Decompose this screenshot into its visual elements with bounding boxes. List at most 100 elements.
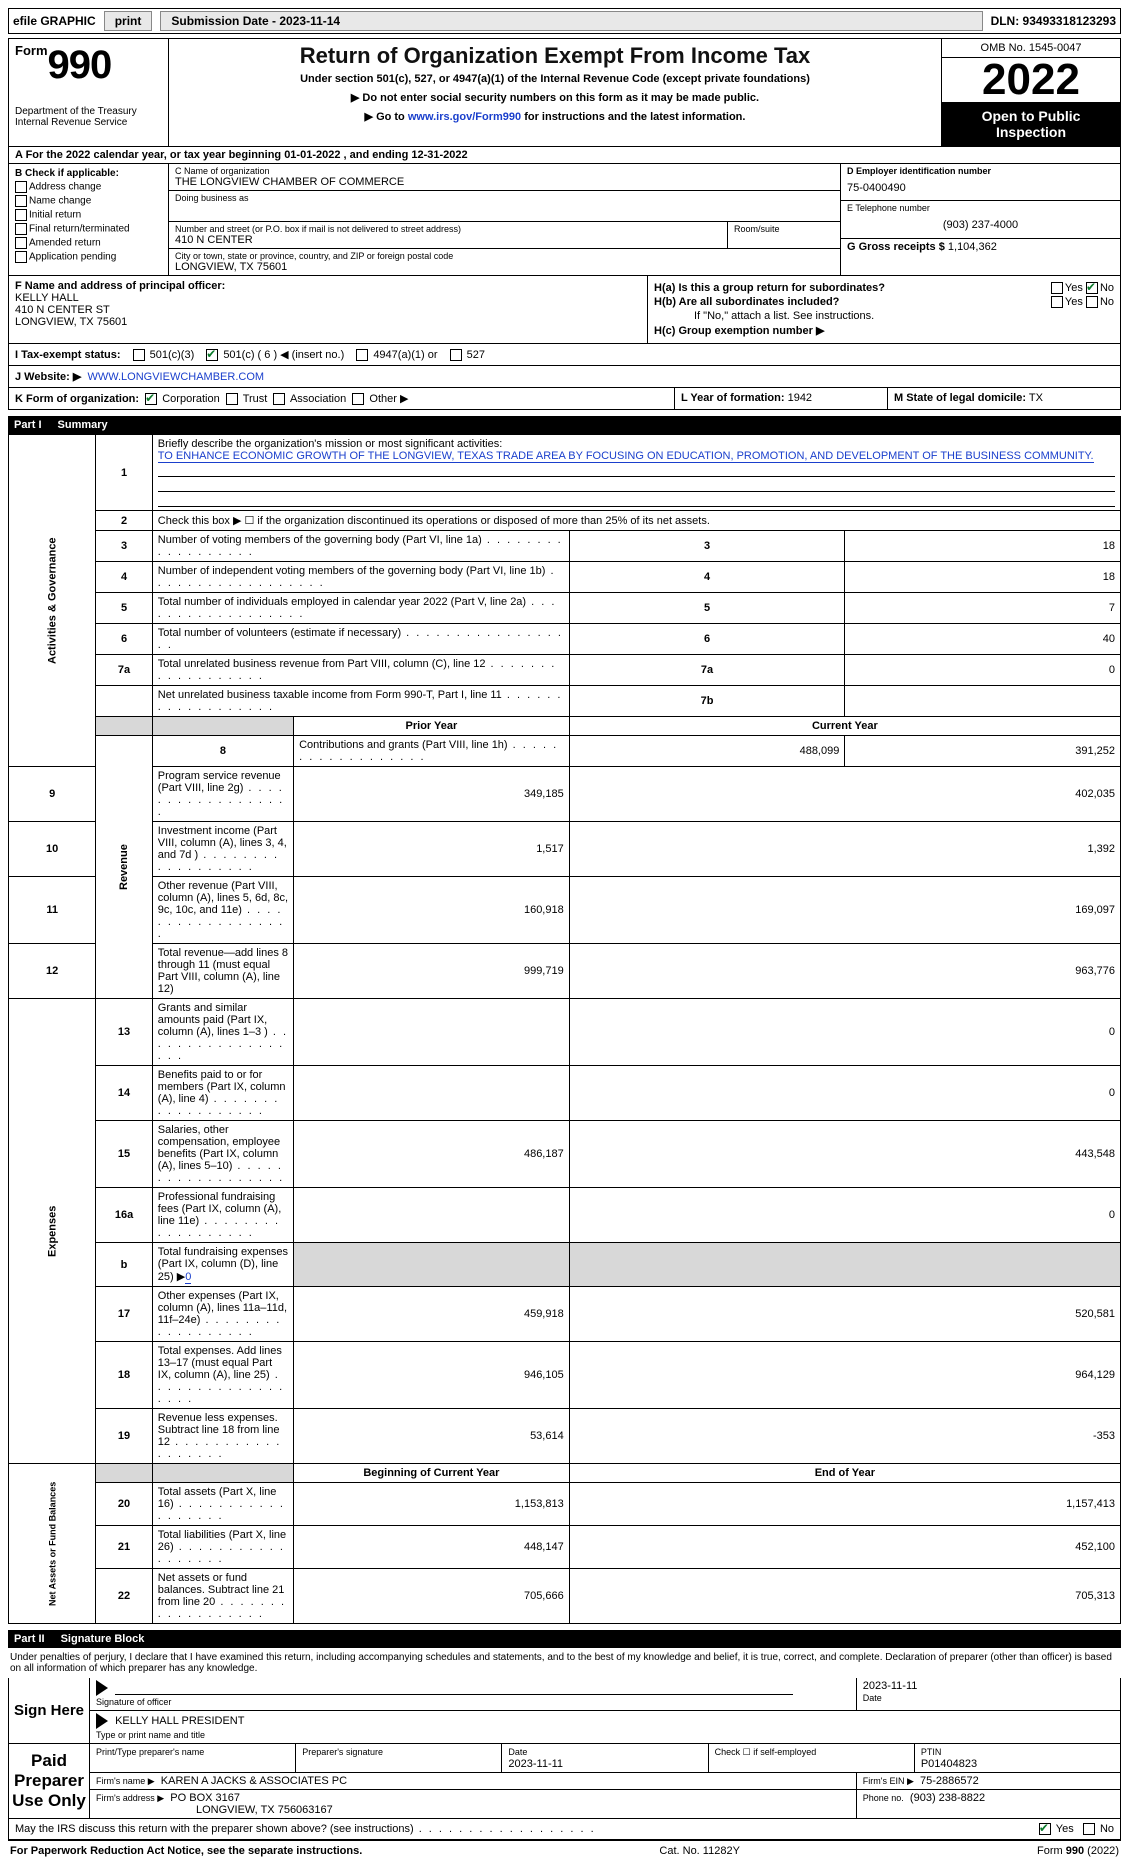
officer-label: F Name and address of principal officer: xyxy=(15,280,641,292)
cb-501c3[interactable] xyxy=(133,349,145,361)
cb-other[interactable] xyxy=(352,393,364,405)
gross-value: 1,104,362 xyxy=(948,241,997,253)
firm-ein-label: Firm's EIN ▶ xyxy=(863,1776,914,1786)
t21: Total liabilities (Part X, line 26) xyxy=(152,1526,293,1569)
hb-no-cb[interactable] xyxy=(1086,296,1098,308)
t12: Total revenue—add lines 8 through 11 (mu… xyxy=(152,944,293,999)
c8: 391,252 xyxy=(845,736,1121,767)
c18: 964,129 xyxy=(569,1342,1120,1409)
firm-phone: (903) 238-8822 xyxy=(910,1792,985,1804)
ssn-warning: ▶ Do not enter social security numbers o… xyxy=(177,91,933,104)
submission-date: Submission Date - 2023-11-14 xyxy=(160,11,982,31)
ln13: 13 xyxy=(96,999,152,1066)
cb-4947[interactable] xyxy=(356,349,368,361)
lbl-trust: Trust xyxy=(243,393,268,405)
ln22: 22 xyxy=(96,1569,152,1624)
ha-yes-cb[interactable] xyxy=(1051,282,1063,294)
open-to-public: Open to Public Inspection xyxy=(942,102,1120,146)
row-7b: Net unrelated business taxable income fr… xyxy=(9,686,1121,717)
yof-label: L Year of formation: xyxy=(681,392,785,404)
cb-address[interactable] xyxy=(15,181,27,193)
hdr-boy: Beginning of Current Year xyxy=(294,1464,570,1483)
page-footer: For Paperwork Reduction Act Notice, see … xyxy=(8,1840,1121,1861)
form-number: Form990 xyxy=(15,43,162,88)
room-label: Room/suite xyxy=(734,224,834,234)
ptin-label: PTIN xyxy=(921,1747,942,1757)
phone-value: (903) 237-4000 xyxy=(847,219,1114,231)
penalties-text: Under penalties of perjury, I declare th… xyxy=(8,1648,1121,1678)
ln12: 12 xyxy=(9,944,96,999)
lbl-4947: 4947(a)(1) or xyxy=(373,349,437,361)
box7a: 7a xyxy=(569,655,845,686)
t9: Program service revenue (Part VIII, line… xyxy=(152,767,293,822)
t13: Grants and similar amounts paid (Part IX… xyxy=(152,999,293,1066)
officer-addr1: 410 N CENTER ST xyxy=(15,304,641,316)
box4: 4 xyxy=(569,562,845,593)
ha-no-cb[interactable] xyxy=(1086,282,1098,294)
top-bar: efile GRAPHIC print Submission Date - 20… xyxy=(8,8,1121,34)
section-klm: K Form of organization: Corporation Trus… xyxy=(8,388,1121,410)
c14: 0 xyxy=(569,1066,1120,1121)
hb-yes-cb[interactable] xyxy=(1051,296,1063,308)
section-fh: F Name and address of principal officer:… xyxy=(8,276,1121,344)
lbl-pending: Application pending xyxy=(29,252,116,263)
c22: 705,313 xyxy=(569,1569,1120,1624)
c21: 452,100 xyxy=(569,1526,1120,1569)
lbl-address: Address change xyxy=(29,182,101,193)
website-link[interactable]: WWW.LONGVIEWCHAMBER.COM xyxy=(87,371,264,383)
prep-name-label: Print/Type preparer's name xyxy=(96,1747,204,1757)
ln21: 21 xyxy=(96,1526,152,1569)
lbl-other: Other ▶ xyxy=(369,393,408,405)
cb-527[interactable] xyxy=(450,349,462,361)
ln15: 15 xyxy=(96,1121,152,1188)
ln19: 19 xyxy=(96,1409,152,1464)
cb-initial[interactable] xyxy=(15,209,27,221)
ln16a: 16a xyxy=(96,1188,152,1243)
irs-link[interactable]: www.irs.gov/Form990 xyxy=(408,111,521,123)
discuss-text: May the IRS discuss this return with the… xyxy=(15,1823,1039,1835)
t18: Total expenses. Add lines 13–17 (must eq… xyxy=(152,1342,293,1409)
org-name: THE LONGVIEW CHAMBER OF COMMERCE xyxy=(175,176,834,188)
vert-netassets: Net Assets or Fund Balances xyxy=(9,1464,96,1624)
line2-text: Check this box ▶ ☐ if the organization d… xyxy=(152,511,1120,531)
box6: 6 xyxy=(569,624,845,655)
section-bcd: B Check if applicable: Address change Na… xyxy=(8,164,1121,276)
t22: Net assets or fund balances. Subtract li… xyxy=(152,1569,293,1624)
c10: 1,392 xyxy=(569,822,1120,877)
cb-final[interactable] xyxy=(15,223,27,235)
part-i-table: Activities & Governance 1 Briefly descri… xyxy=(8,434,1121,1624)
cat-no: Cat. No. 11282Y xyxy=(659,1845,740,1857)
t16a: Professional fundraising fees (Part IX, … xyxy=(152,1188,293,1243)
cb-501c[interactable] xyxy=(206,349,218,361)
discuss-no-cb[interactable] xyxy=(1083,1823,1095,1835)
row-6: 6Total number of volunteers (estimate if… xyxy=(9,624,1121,655)
cb-amended[interactable] xyxy=(15,237,27,249)
hb-label: H(b) Are all subordinates included? xyxy=(654,296,1047,308)
section-j: J Website: ▶ WWW.LONGVIEWCHAMBER.COM xyxy=(8,366,1121,388)
prep-sig-label: Preparer's signature xyxy=(302,1747,383,1757)
hdr-current: Current Year xyxy=(569,717,1120,736)
section-i: I Tax-exempt status: 501(c)(3) 501(c) ( … xyxy=(8,344,1121,366)
sig-officer-label: Signature of officer xyxy=(96,1697,171,1707)
domicile-value: TX xyxy=(1029,392,1043,404)
cb-app-pending[interactable] xyxy=(15,251,27,263)
line1-label: Briefly describe the organization's miss… xyxy=(158,438,502,450)
val7a: 0 xyxy=(845,655,1121,686)
form-990-page: efile GRAPHIC print Submission Date - 20… xyxy=(0,0,1129,1869)
line3-text: Number of voting members of the governin… xyxy=(152,531,569,562)
print-button[interactable]: print xyxy=(104,11,153,31)
ln18: 18 xyxy=(96,1342,152,1409)
discuss-yes-cb[interactable] xyxy=(1039,1823,1051,1835)
val6: 40 xyxy=(845,624,1121,655)
cb-name[interactable] xyxy=(15,195,27,207)
ln9: 9 xyxy=(9,767,96,822)
lbl-527: 527 xyxy=(467,349,485,361)
p13 xyxy=(294,999,570,1066)
city-label: City or town, state or province, country… xyxy=(175,251,834,261)
section-b-label: B Check if applicable: xyxy=(15,168,162,179)
cb-trust[interactable] xyxy=(226,393,238,405)
cb-assoc[interactable] xyxy=(273,393,285,405)
cb-corp[interactable] xyxy=(145,393,157,405)
lbl-amended: Amended return xyxy=(29,238,101,249)
p19: 53,614 xyxy=(294,1409,570,1464)
